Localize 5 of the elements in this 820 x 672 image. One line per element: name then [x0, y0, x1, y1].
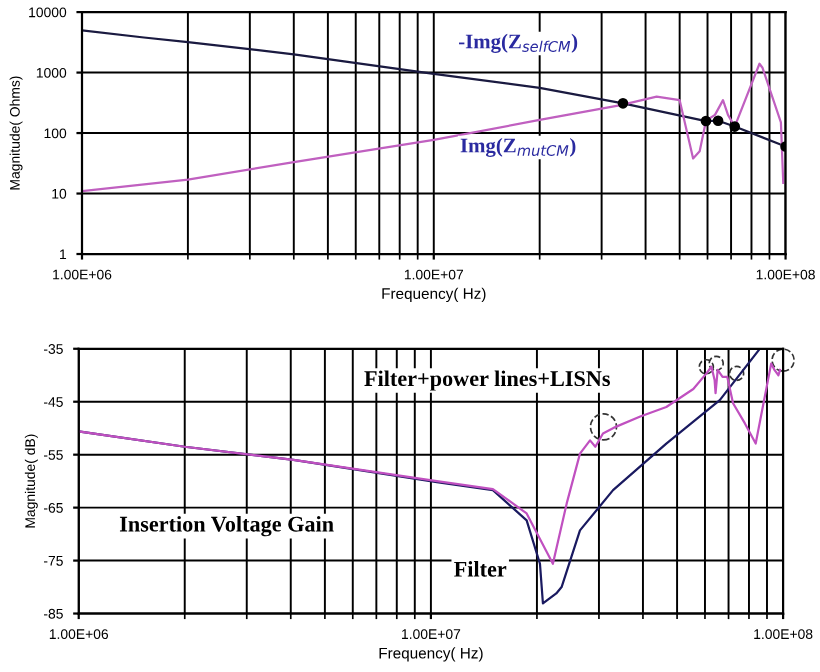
annotation: Filter [454, 561, 507, 577]
annotation: Img(Z$_{mutCM}$) [460, 137, 576, 157]
annotation: -Img(Z$_{selfCM}$) [458, 33, 578, 53]
annotation: Insertion Voltage Gain [119, 516, 334, 537]
annotation: Filter+power lines+LISNs [364, 370, 610, 391]
